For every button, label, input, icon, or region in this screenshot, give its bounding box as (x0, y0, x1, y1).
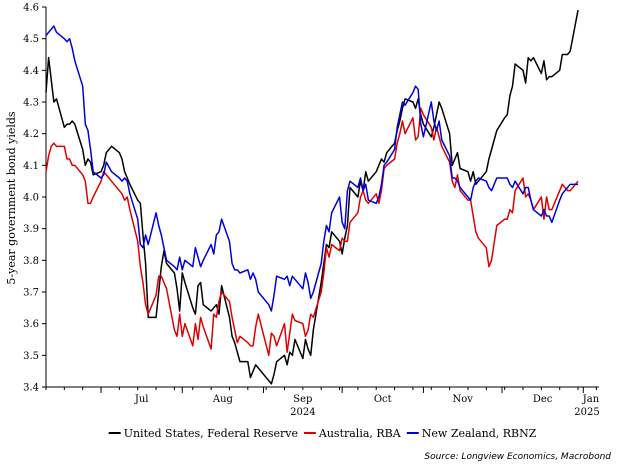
y-tick-label: 4.3 (23, 98, 39, 109)
y-axis-title: 5-year government bond yields (5, 111, 18, 285)
x-tick-label: Oct (374, 394, 392, 405)
legend: United States, Federal Reserve Australia,… (108, 427, 537, 440)
y-tick-label: 3.5 (23, 351, 39, 362)
y-tick-label: 4.6 (23, 3, 39, 14)
x-tick-label: Aug (212, 394, 234, 405)
legend-label: Australia, RBA (318, 427, 402, 440)
x-tick-label: Nov (453, 394, 474, 405)
y-tick-label: 3.8 (23, 256, 39, 267)
x-year-label: 2025 (574, 407, 599, 418)
y-tick-label: 4.5 (23, 34, 39, 45)
x-year-label: 2024 (290, 407, 315, 418)
series-line-united-states-federal-reserve (45, 10, 579, 385)
source-note: Source: Longview Economics, Macrobond (424, 452, 611, 462)
series-layer (45, 10, 579, 385)
x-tick-label: Jul (134, 394, 149, 405)
y-tick-label: 4.2 (23, 129, 39, 140)
y-tick-label: 4.4 (23, 66, 39, 77)
x-axis: Jul Aug Sep Oct Nov Dec Jan 2024 2025 (45, 387, 600, 418)
y-tick-label: 4.1 (23, 161, 39, 172)
legend-item: New Zealand, RBNZ (406, 427, 537, 440)
legend-item: United States, Federal Reserve (108, 427, 298, 440)
legend-label: United States, Federal Reserve (124, 427, 298, 440)
y-tick-label: 3.6 (23, 319, 39, 330)
y-tick-label: 4.0 (23, 193, 39, 204)
legend-item: Australia, RBA (303, 427, 402, 440)
series-line-new-zealand-rbnz (45, 25, 579, 312)
x-tick-label: Dec (533, 394, 553, 405)
legend-label: New Zealand, RBNZ (422, 427, 537, 440)
x-tick-label: Jan (582, 394, 600, 405)
y-tick-label: 3.4 (23, 383, 39, 394)
y-tick-label: 3.7 (23, 288, 39, 299)
y-tick-label: 3.9 (23, 224, 39, 235)
x-tick-label: Sep (293, 394, 312, 405)
y-axis: 3.4 3.5 3.6 3.7 3.8 3.9 4.0 4.1 4.2 4.3 4.4 4.5 4.6 (23, 3, 46, 394)
series-line-australia-rba (45, 107, 579, 357)
